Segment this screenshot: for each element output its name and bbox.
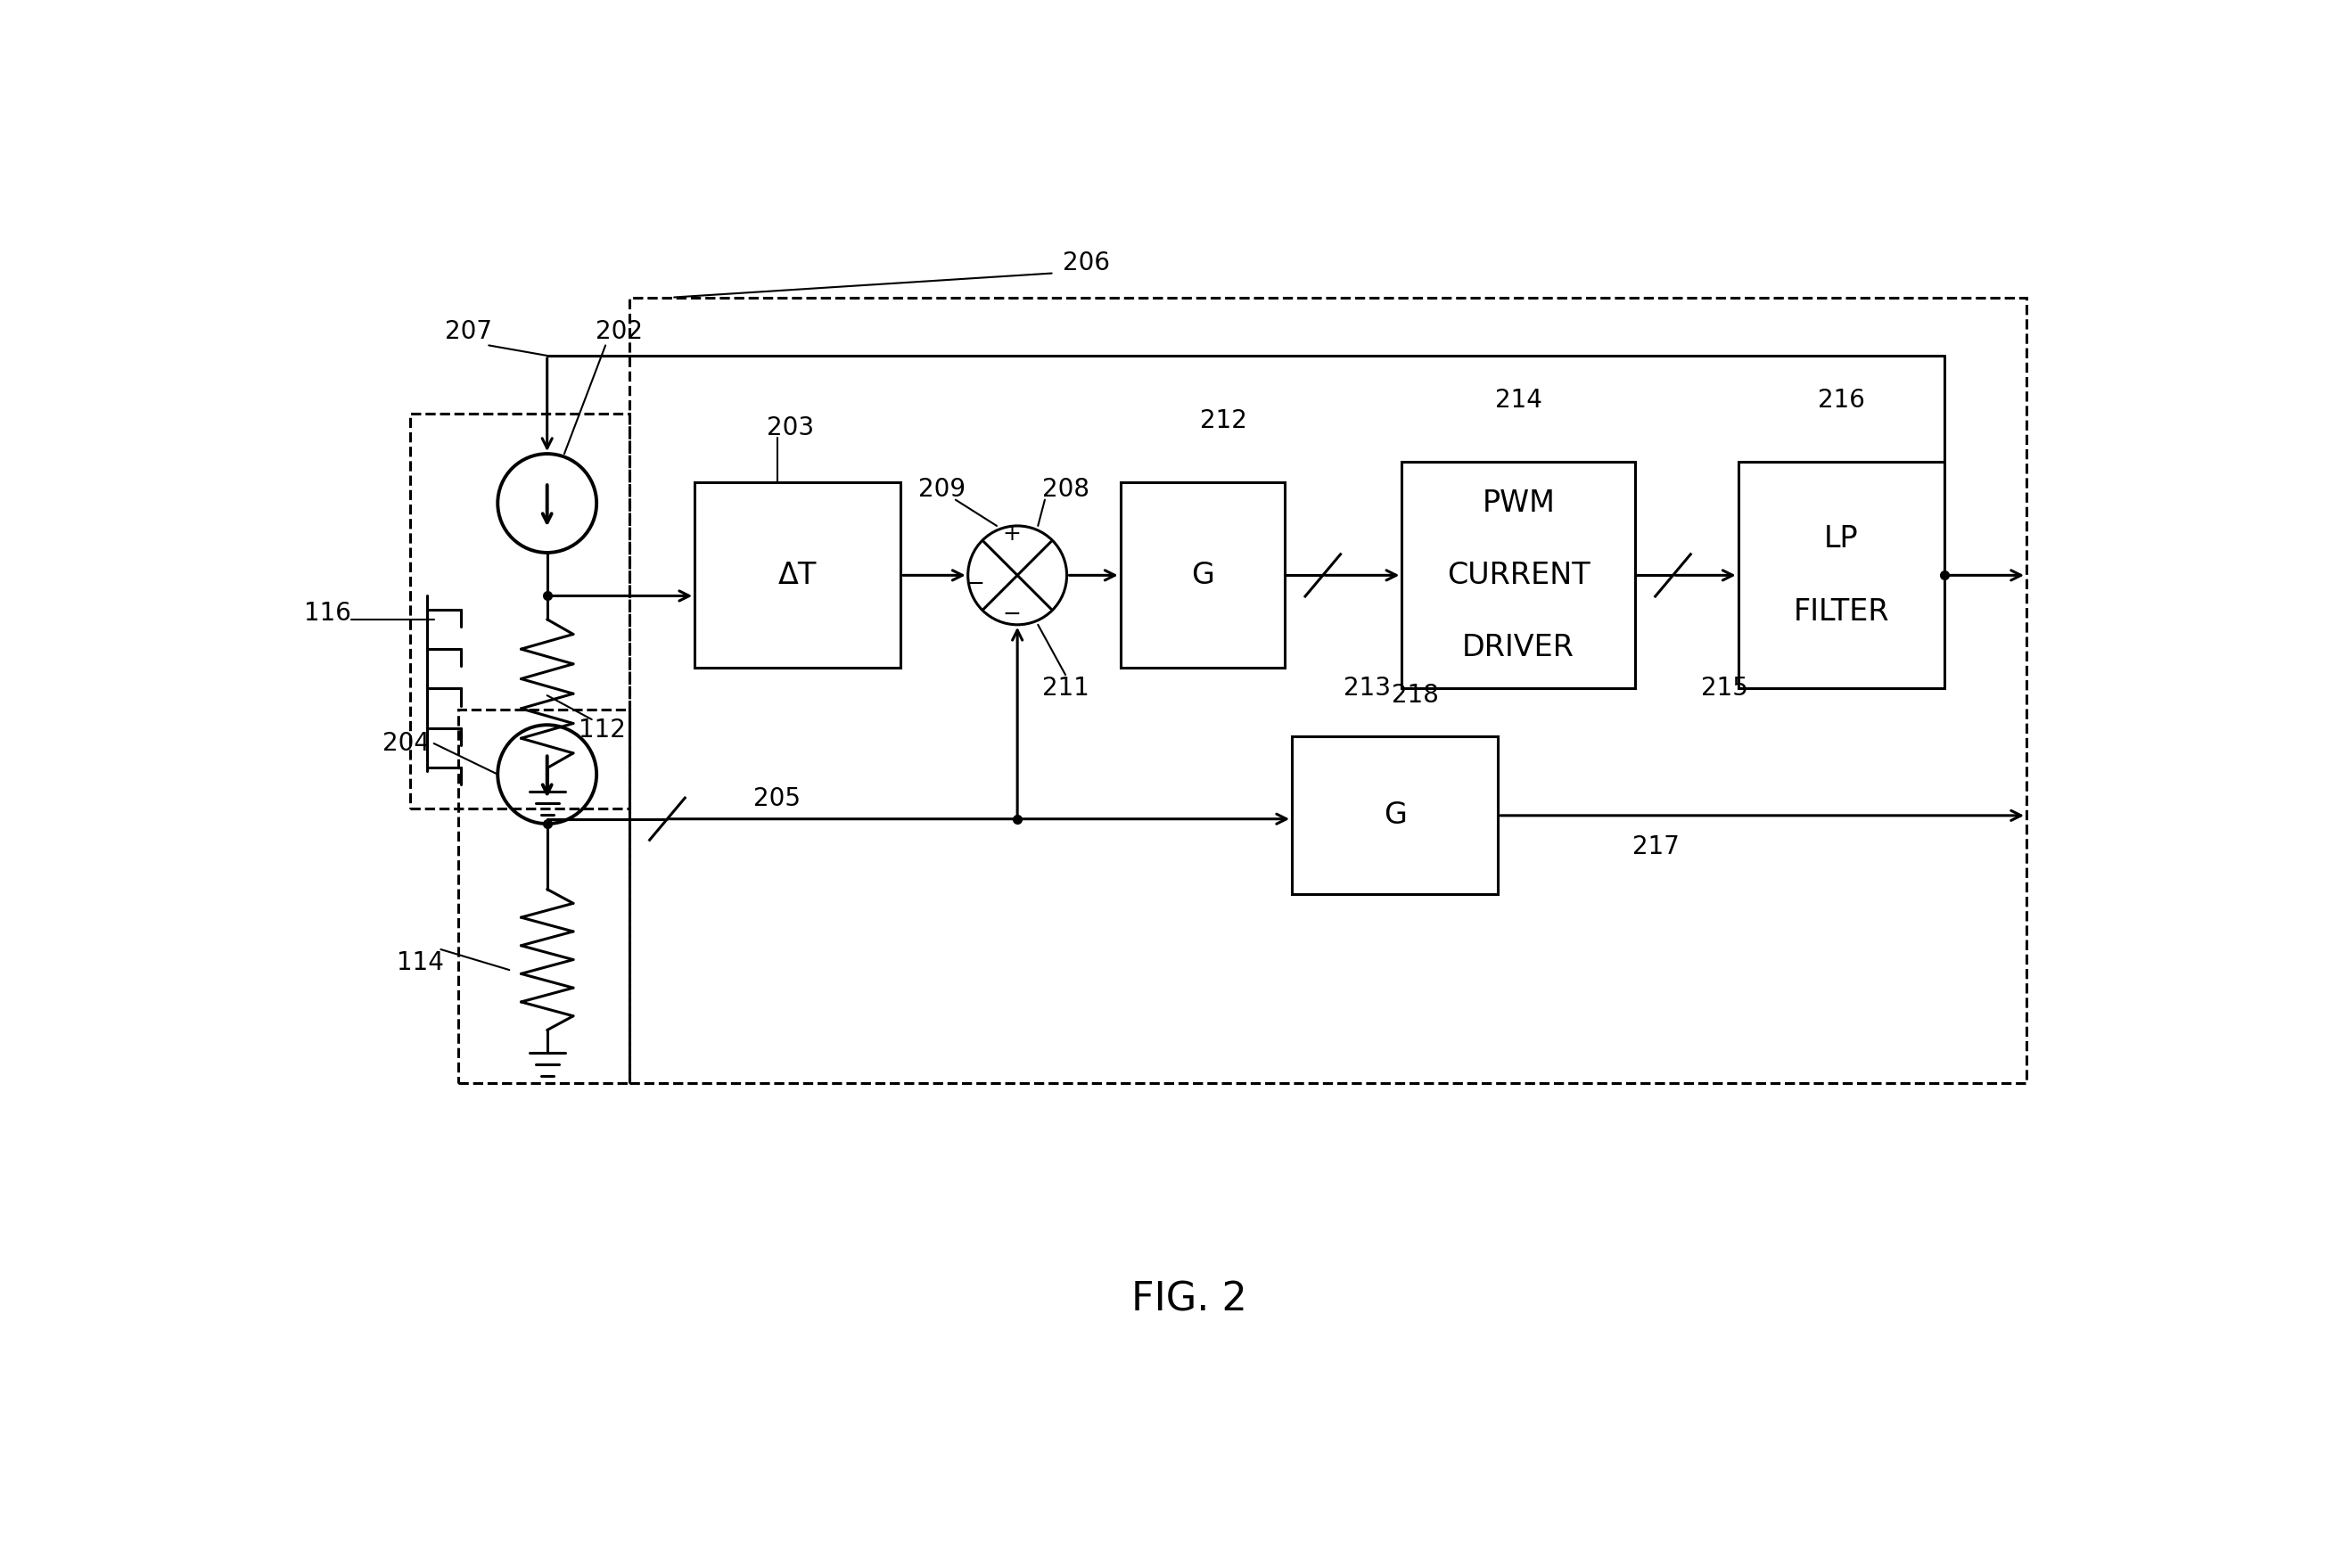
Text: 114: 114 [395,950,444,975]
Bar [695,483,900,668]
Bar [1121,483,1284,668]
Text: $\Delta$T: $\Delta$T [777,561,819,590]
Bar [630,298,2026,1083]
Text: 218: 218 [1391,684,1440,707]
Bar [409,414,630,809]
Bar [1403,463,1635,688]
Text: 216: 216 [1817,387,1865,412]
Text: 214: 214 [1496,387,1542,412]
Text: PWM: PWM [1482,488,1556,517]
Text: 215: 215 [1700,676,1749,701]
Text: LP: LP [1824,524,1858,554]
Text: 204: 204 [384,731,430,756]
Text: +: + [1003,524,1021,544]
Text: 211: 211 [1042,676,1089,701]
Text: DRIVER: DRIVER [1463,633,1575,662]
Text: G: G [1191,561,1214,590]
Text: −: − [965,572,984,594]
Text: −: − [1003,604,1021,626]
Text: 217: 217 [1633,834,1679,859]
Text: 205: 205 [754,786,800,811]
Text: FILTER: FILTER [1793,597,1889,626]
Text: FIG. 2: FIG. 2 [1130,1279,1247,1319]
Text: 207: 207 [444,320,491,343]
Bar [458,709,630,1083]
Bar [1738,463,1945,688]
Text: 202: 202 [595,320,642,343]
Text: 213: 213 [1344,676,1391,701]
Text: 116: 116 [305,601,351,626]
Text: 208: 208 [1042,477,1089,502]
Text: 212: 212 [1200,408,1247,433]
Text: 209: 209 [919,477,965,502]
Text: 206: 206 [1063,251,1110,276]
Text: G: G [1384,801,1407,829]
Text: 112: 112 [579,717,626,742]
Bar [1291,737,1498,894]
Text: 203: 203 [768,416,814,441]
Text: CURRENT: CURRENT [1447,561,1591,590]
